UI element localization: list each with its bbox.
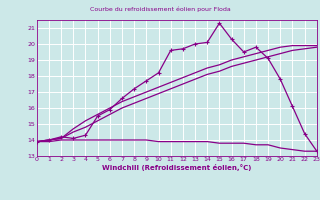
Text: Courbe du refroidissement éolien pour Floda: Courbe du refroidissement éolien pour Fl… — [90, 6, 230, 11]
X-axis label: Windchill (Refroidissement éolien,°C): Windchill (Refroidissement éolien,°C) — [102, 164, 252, 171]
